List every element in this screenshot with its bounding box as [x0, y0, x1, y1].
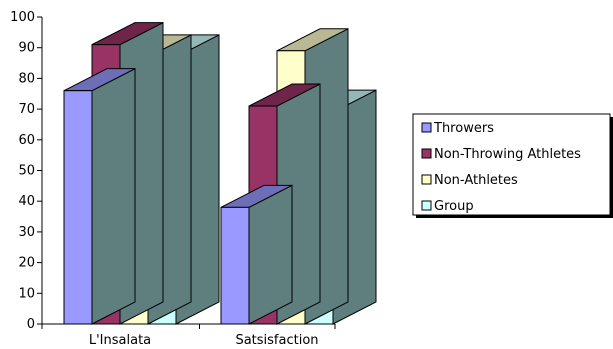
y-tick-label: 100: [10, 10, 35, 25]
bar-front-face: [63, 90, 93, 325]
bar-side-face: [248, 184, 293, 325]
axes: 0 10 20 30 40 50 60 70 80 90 100: [10, 10, 336, 332]
legend: Throwers Non-Throwing Athletes Non-Athlete…: [412, 113, 613, 218]
legend-box: [412, 113, 611, 216]
legend-swatch: [421, 200, 432, 211]
x-category-label: Satsisfaction: [235, 333, 318, 348]
axis-labels: L'Insalata Satsisfaction: [89, 333, 319, 348]
bars: [63, 21, 377, 325]
legend-swatch: [421, 174, 432, 185]
legend-label: Throwers: [433, 121, 494, 136]
legend-label: Non-Throwing Athletes: [434, 147, 581, 162]
bar: [220, 184, 293, 325]
y-tick-label: 40: [18, 194, 35, 209]
legend-swatch: [421, 148, 432, 159]
y-tick-label: 20: [18, 256, 35, 271]
y-tick-label: 10: [18, 286, 35, 301]
bar-front-face: [220, 206, 250, 325]
legend-item: Group: [421, 199, 474, 214]
y-tick-label: 30: [18, 225, 35, 240]
y-tick-label: 50: [18, 164, 35, 179]
legend-item: Non-Athletes: [421, 173, 518, 188]
x-category-label: L'Insalata: [89, 333, 151, 348]
bar-side-face: [91, 67, 136, 325]
y-tick-label: 0: [27, 317, 35, 332]
y-tick-label: 70: [18, 102, 35, 117]
legend-label: Group: [434, 199, 474, 214]
legend-item: Throwers: [421, 121, 494, 136]
bar: [63, 67, 136, 325]
y-tick-label: 90: [18, 41, 35, 56]
legend-swatch: [421, 122, 432, 133]
y-tick-label: 80: [18, 71, 35, 86]
legend-label: Non-Athletes: [434, 173, 518, 188]
y-tick-label: 60: [18, 133, 35, 148]
legend-item: Non-Throwing Athletes: [421, 147, 581, 162]
